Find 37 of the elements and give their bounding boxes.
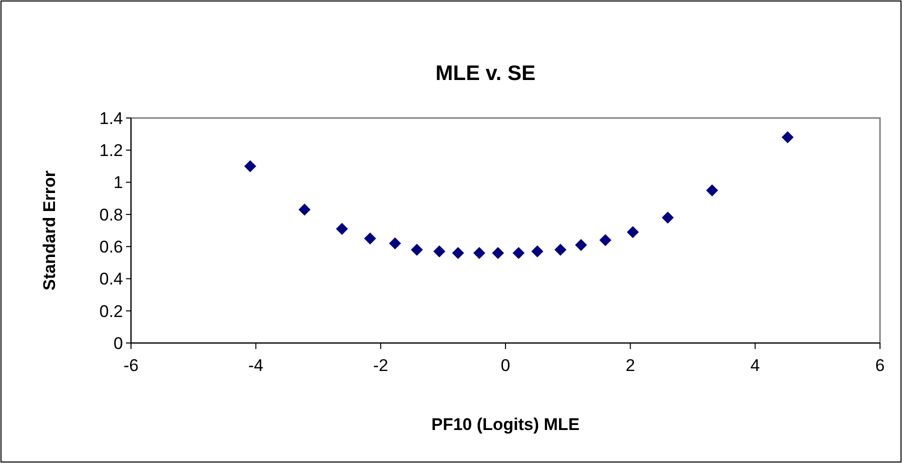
x-tick-label: 0	[500, 356, 510, 375]
point	[473, 247, 486, 259]
x-tick-label: -2	[373, 356, 388, 375]
y-tick-label: 0.4	[99, 270, 123, 289]
y-tick-label: 0.6	[99, 238, 123, 257]
y-axis-title: Standard Error	[40, 170, 59, 290]
x-tick-label: 2	[626, 356, 636, 375]
point	[410, 244, 423, 256]
y-tick-label: 0	[114, 334, 123, 353]
point	[452, 247, 464, 259]
y-tick-label: 1	[114, 173, 123, 192]
point	[662, 212, 674, 224]
x-tick-label: -4	[248, 356, 264, 375]
x-axis-title: PF10 (Logits) MLE	[431, 415, 580, 434]
point	[364, 232, 376, 245]
point	[244, 160, 256, 172]
point	[575, 238, 588, 251]
y-tick-label: 0.2	[99, 302, 123, 321]
point	[512, 247, 525, 259]
y-tick-label: 1.4	[99, 108, 123, 128]
point	[599, 234, 612, 246]
x-tick-label: 6	[875, 356, 885, 375]
point	[433, 245, 446, 258]
point	[626, 226, 639, 238]
point	[389, 237, 402, 250]
x-tick-label: 4	[750, 356, 760, 375]
x-tick-label: -6	[123, 356, 139, 375]
chart-title: MLE v. SE	[436, 62, 536, 85]
point	[492, 247, 504, 259]
point	[336, 222, 348, 235]
point	[782, 131, 794, 144]
point	[706, 184, 718, 196]
point	[531, 245, 544, 258]
point	[298, 204, 311, 216]
y-tick-label: 1.2	[99, 141, 123, 160]
y-tick-label: 0.8	[99, 205, 123, 224]
point	[554, 244, 566, 256]
